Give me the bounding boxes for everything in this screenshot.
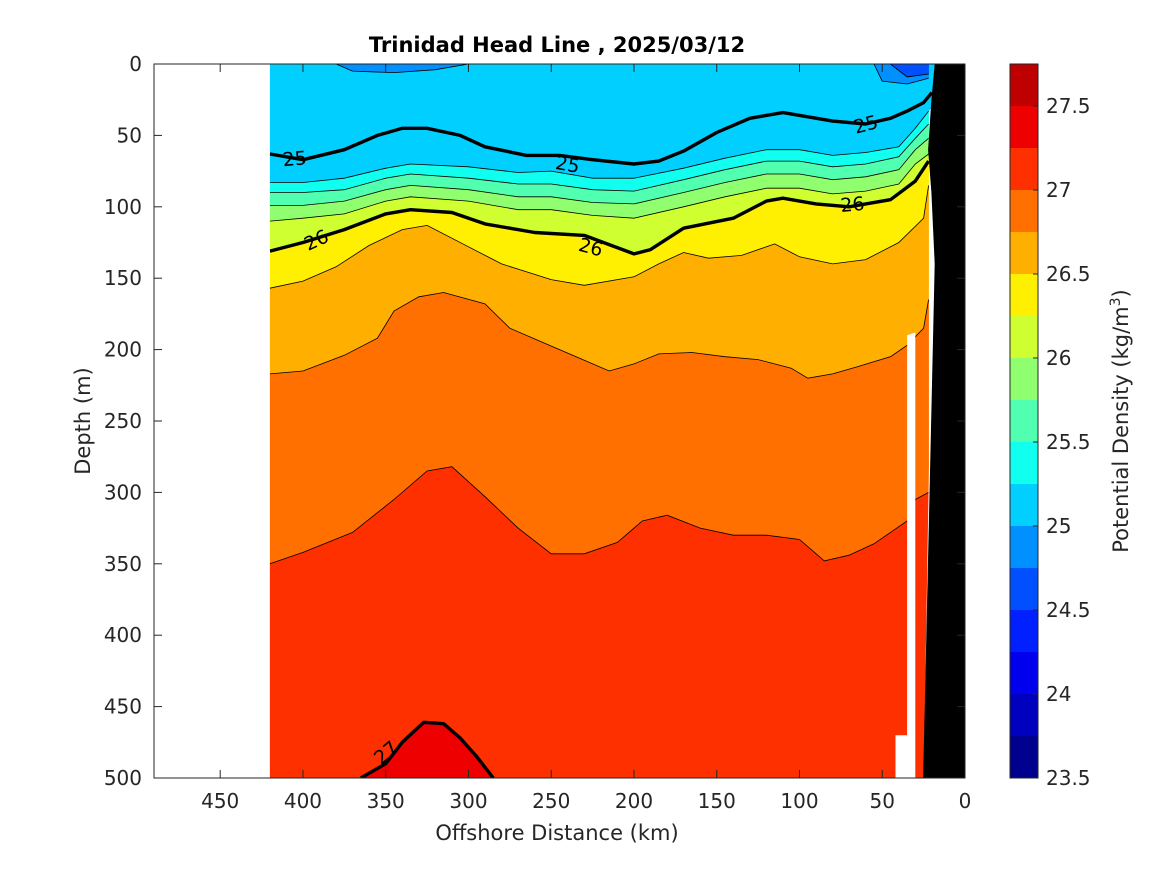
colorbar-tick-label: 24 xyxy=(1046,682,1071,706)
colorbar-segment xyxy=(1010,64,1038,106)
y-tick-label: 250 xyxy=(104,409,142,433)
y-tick-label: 0 xyxy=(129,52,142,76)
colorbar-segment xyxy=(1010,526,1038,568)
colorbar-tick-label: 27 xyxy=(1046,178,1071,202)
colorbar-tick-label: 27.5 xyxy=(1046,94,1091,118)
colorbar-segment xyxy=(1010,190,1038,232)
colorbar: 23.5 24 24.5 25 25.5 26 26.5 27 27.5 xyxy=(1009,63,1091,790)
y-tick-label: 50 xyxy=(117,123,142,147)
colorbar-tick-label: 26.5 xyxy=(1046,262,1091,286)
contour-line xyxy=(269,466,929,565)
colorbar-tick-label: 25.5 xyxy=(1046,430,1091,454)
y-tick-label: 300 xyxy=(104,480,142,504)
x-tick-label: 450 xyxy=(201,789,239,813)
colorbar-segment xyxy=(1010,694,1038,736)
contour-label: 26 xyxy=(840,193,866,217)
colorbar-frame xyxy=(1009,63,1039,779)
y-tick-label: 450 xyxy=(104,695,142,719)
y-tick-label: 500 xyxy=(104,766,142,790)
seafloor-bathymetry xyxy=(923,64,965,778)
contour-line xyxy=(269,185,929,289)
colorbar-segment xyxy=(1010,610,1038,652)
colorbar-label-sup: 3 xyxy=(1108,297,1124,306)
colorbar-segment xyxy=(1010,736,1038,778)
y-tick-label: 150 xyxy=(104,266,142,290)
colorbar-segment xyxy=(1010,316,1038,358)
x-tick-label: 250 xyxy=(532,789,570,813)
x-tick-label: 150 xyxy=(698,789,736,813)
y-axis-label: Depth (m) xyxy=(71,367,95,474)
contour-line xyxy=(890,64,929,78)
colorbar-segment xyxy=(1010,274,1038,316)
colorbar-label-base: Potential Density (kg/m xyxy=(1109,306,1133,552)
colorbar-segment xyxy=(1010,148,1038,190)
colorbar-label-end: ) xyxy=(1109,289,1133,297)
colorbar-segment xyxy=(1010,400,1038,442)
no-data-region-offshore xyxy=(154,64,270,778)
contour-label: 25 xyxy=(554,152,582,178)
contour-line-25 xyxy=(269,91,934,166)
colorbar-segment xyxy=(1010,106,1038,148)
contour-line xyxy=(269,110,929,183)
x-tick-label: 400 xyxy=(284,789,322,813)
contour-line xyxy=(269,292,929,379)
y-tick-label: 400 xyxy=(104,623,142,647)
x-axis-ticks: 450 400 350 300 250 200 150 100 50 0 xyxy=(201,64,971,813)
colorbar-tick-label: 24.5 xyxy=(1046,598,1091,622)
contour-line xyxy=(873,64,929,85)
x-tick-label: 200 xyxy=(615,789,653,813)
x-tick-label: 100 xyxy=(780,789,818,813)
colorbar-segment xyxy=(1010,484,1038,526)
colorbar-tick-label: 25 xyxy=(1046,514,1071,538)
contour-line xyxy=(269,123,929,193)
colorbar-segment xyxy=(1010,442,1038,484)
contour-line xyxy=(269,137,929,206)
colorbar-tick-label: 23.5 xyxy=(1046,766,1091,790)
x-tick-label: 300 xyxy=(449,789,487,813)
contour-line xyxy=(335,64,469,74)
x-tick-label: 350 xyxy=(367,789,405,813)
colorbar-segment xyxy=(1010,568,1038,610)
contour-line xyxy=(269,153,929,222)
x-tick-label: 50 xyxy=(870,789,895,813)
contour-line-26 xyxy=(269,160,931,256)
y-tick-label: 350 xyxy=(104,552,142,576)
x-axis-label: Offshore Distance (km) xyxy=(435,821,678,845)
colorbar-segment xyxy=(1010,232,1038,274)
contour-label: 25 xyxy=(282,147,308,171)
y-tick-label: 100 xyxy=(104,195,142,219)
colorbar-segment xyxy=(1010,358,1038,400)
colorbar-label: Potential Density (kg/m3) xyxy=(1108,289,1133,553)
contour-line-27 xyxy=(360,720,495,778)
y-axis-ticks: 0 50 100 150 200 250 300 350 400 450 500 xyxy=(104,52,965,790)
x-tick-label: 0 xyxy=(959,789,972,813)
y-tick-label: 200 xyxy=(104,338,142,362)
colorbar-tick-label: 26 xyxy=(1046,346,1071,370)
colorbar-segment xyxy=(1010,652,1038,694)
chart-title: Trinidad Head Line , 2025/03/12 xyxy=(369,33,745,57)
